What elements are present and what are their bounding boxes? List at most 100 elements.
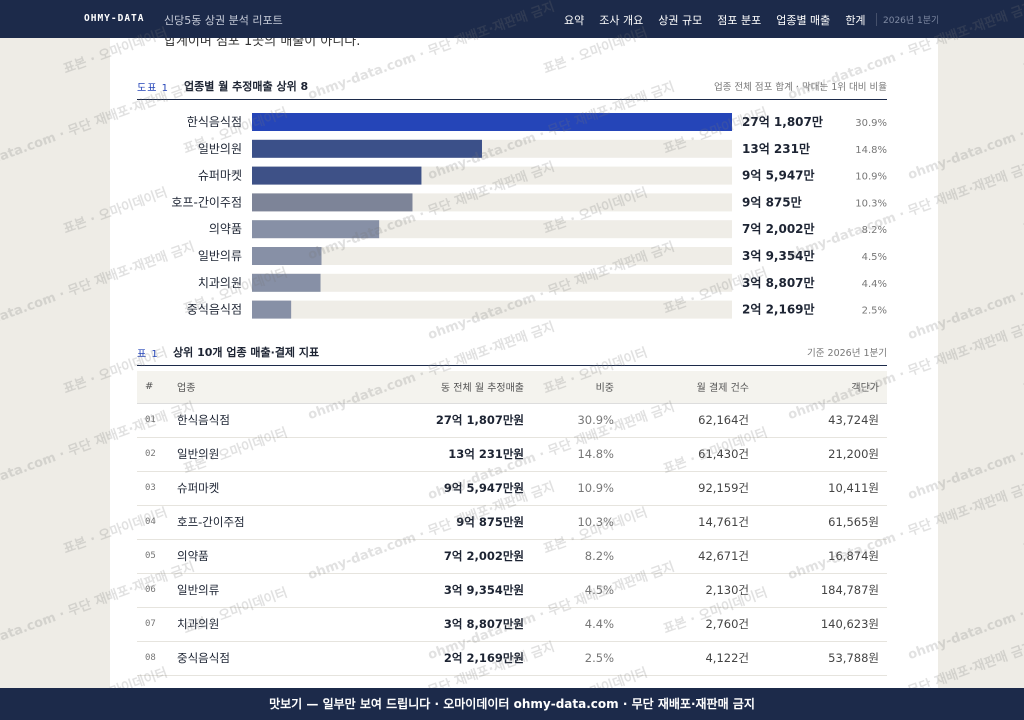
bar <box>252 247 322 265</box>
nav-link[interactable]: 점포 분포 <box>717 14 762 27</box>
column-header: 동 전체 월 추정매출 <box>319 371 532 404</box>
table-cell: 14,761건 <box>622 505 757 540</box>
bar <box>252 273 321 292</box>
figure-label: 도표 1 <box>137 83 169 94</box>
table-cell: 일반의류 <box>169 573 319 608</box>
top-nav: OHMY-DATA 신당5동 상권 분석 리포트 요약 조사 개요 상권 규모 점포 … <box>0 0 1024 38</box>
bar-chart: 한식음식점 27억 1,807만 30.9% 일반의원 13억 231만 14.8% 슈퍼마… <box>171 113 887 319</box>
table-cell: 일반의원 <box>169 437 319 472</box>
table-cell: 92,159건 <box>622 471 757 506</box>
table-cell: 중식음식점 <box>169 641 319 676</box>
table-note: 기준 2026년 1분기 <box>807 348 887 359</box>
table-cell: 21,200원 <box>757 437 887 472</box>
table-cell: 30.9% <box>532 403 622 438</box>
table-cell: 10.3% <box>532 505 622 540</box>
watermark: 표본 · 오마이데이터 <box>1021 506 1024 558</box>
table-cell: 3억 9,354만원 <box>319 573 532 608</box>
figure-title: 업종별 월 추정매출 상위 8 <box>184 80 309 93</box>
content: 합계이며 점포 1곳의 매출이 아니다. 도표 1 업종별 월 추정매출 상위 … <box>110 38 938 688</box>
bar <box>252 139 482 158</box>
table-cell: 184,787원 <box>757 573 887 608</box>
bar-track <box>252 273 732 292</box>
value-label: 9억 875만 <box>742 194 802 209</box>
table-cell: 의약품 <box>169 539 319 574</box>
value-label: 3억 8,807만 <box>742 275 815 290</box>
nav-link[interactable]: 한계 <box>845 14 866 27</box>
value-label: 9억 5,947만 <box>742 168 815 183</box>
nav-items: 요약 조사 개요 상권 규모 점포 분포 업종별 매출 한계 <box>564 12 866 28</box>
category-label: 일반의류 <box>198 249 242 263</box>
table-row: 01 한식음식점 27억 1,807만원 30.9% 62,164건 43,724원 <box>137 403 887 438</box>
report-title: 신당5동 상권 분석 리포트 <box>164 14 283 27</box>
table-cell: 05 <box>137 539 169 574</box>
value-label: 2억 2,169만 <box>742 302 815 317</box>
brand[interactable]: OHMY-DATA <box>84 13 145 24</box>
table-cell: 43,724원 <box>757 403 887 438</box>
bar-track <box>252 300 732 319</box>
share-label: 4.4% <box>862 279 887 290</box>
value-label: 13억 231만 <box>742 141 810 156</box>
value-label: 3억 9,354만 <box>742 248 815 263</box>
bar <box>252 193 413 212</box>
column-header: 비중 <box>532 371 622 404</box>
column-header: # <box>137 371 169 404</box>
share-label: 2.5% <box>862 306 887 317</box>
table-cell: 2.5% <box>532 641 622 676</box>
table-cell: 07 <box>137 607 169 642</box>
table-row: 03 슈퍼마켓 9억 5,947만원 10.9% 92,159건 10,411원 <box>137 471 887 506</box>
table-row: 02 일반의원 13억 231만원 14.8% 61,430건 21,200원 <box>137 437 887 472</box>
watermark: 표본 · 오마이데이터 <box>1021 186 1024 238</box>
table-cell: 02 <box>137 437 169 472</box>
watermark: 표본 · 오마이데이터 <box>1021 346 1024 398</box>
table-cell: 08 <box>137 641 169 676</box>
table-cell: 10.9% <box>532 471 622 506</box>
table-cell: 치과의원 <box>169 607 319 642</box>
table-cell: 10,411원 <box>757 471 887 506</box>
figure-header: 도표 1 업종별 월 추정매출 상위 8 업종 전체 점포 합계 · 막대는 1… <box>137 76 887 100</box>
bar <box>252 166 422 185</box>
table-cell: 4.5% <box>532 573 622 608</box>
table-cell: 14.8% <box>532 437 622 472</box>
table-cell: 27억 1,807만원 <box>319 403 532 438</box>
bar <box>252 113 732 131</box>
table-cell: 04 <box>137 505 169 540</box>
value-label: 7억 2,002만 <box>742 221 815 236</box>
table-cell: 03 <box>137 471 169 506</box>
table-cell: 8.2% <box>532 539 622 574</box>
table-cell: 140,623원 <box>757 607 887 642</box>
share-label: 10.3% <box>855 198 887 209</box>
bar <box>252 300 292 319</box>
table-cell: 슈퍼마켓 <box>169 471 319 506</box>
footer-banner: 맛보기 — 일부만 보여 드립니다 · 오마이데이터 ohmy-data.com… <box>0 688 1024 720</box>
category-label: 일반의원 <box>198 142 242 156</box>
figure-note: 업종 전체 점포 합계 · 막대는 1위 대비 비율 <box>713 82 887 93</box>
nav-link[interactable]: 요약 <box>564 14 585 27</box>
category-label: 중식음식점 <box>187 303 242 317</box>
table-label: 표 1 <box>137 349 159 360</box>
nav-link[interactable]: 업종별 매출 <box>776 14 831 27</box>
category-label: 호프-간이주점 <box>171 195 242 209</box>
table-cell: 9억 875만원 <box>319 505 532 540</box>
table-cell: 호프-간이주점 <box>169 505 319 540</box>
share-label: 4.5% <box>862 252 887 263</box>
bar <box>252 220 380 239</box>
period: 2026년 1분기 <box>876 13 938 26</box>
nav-link[interactable]: 상권 규모 <box>658 14 703 27</box>
table-header: 표 1 상위 10개 업종 매출·결제 지표 기준 2026년 1분기 <box>137 342 887 366</box>
table-row: 08 중식음식점 2억 2,169만원 2.5% 4,122건 53,788원 <box>137 641 887 676</box>
share-label: 10.9% <box>855 172 887 183</box>
table-cell: 9억 5,947만원 <box>319 471 532 506</box>
share-label: 30.9% <box>855 118 887 129</box>
column-header: 업종 <box>169 371 319 404</box>
table-cell: 2,760건 <box>622 607 757 642</box>
nav-link[interactable]: 조사 개요 <box>599 14 644 27</box>
table-row: 04 호프-간이주점 9억 875만원 10.3% 14,761건 61,565원 <box>137 505 887 540</box>
table-cell: 2,130건 <box>622 573 757 608</box>
category-label: 치과의원 <box>198 276 242 290</box>
table-cell: 62,164건 <box>622 403 757 438</box>
value-label: 27억 1,807만 <box>742 114 823 129</box>
table-cell: 06 <box>137 573 169 608</box>
table-title: 상위 10개 업종 매출·결제 지표 <box>173 346 320 359</box>
category-label: 의약품 <box>209 221 242 236</box>
